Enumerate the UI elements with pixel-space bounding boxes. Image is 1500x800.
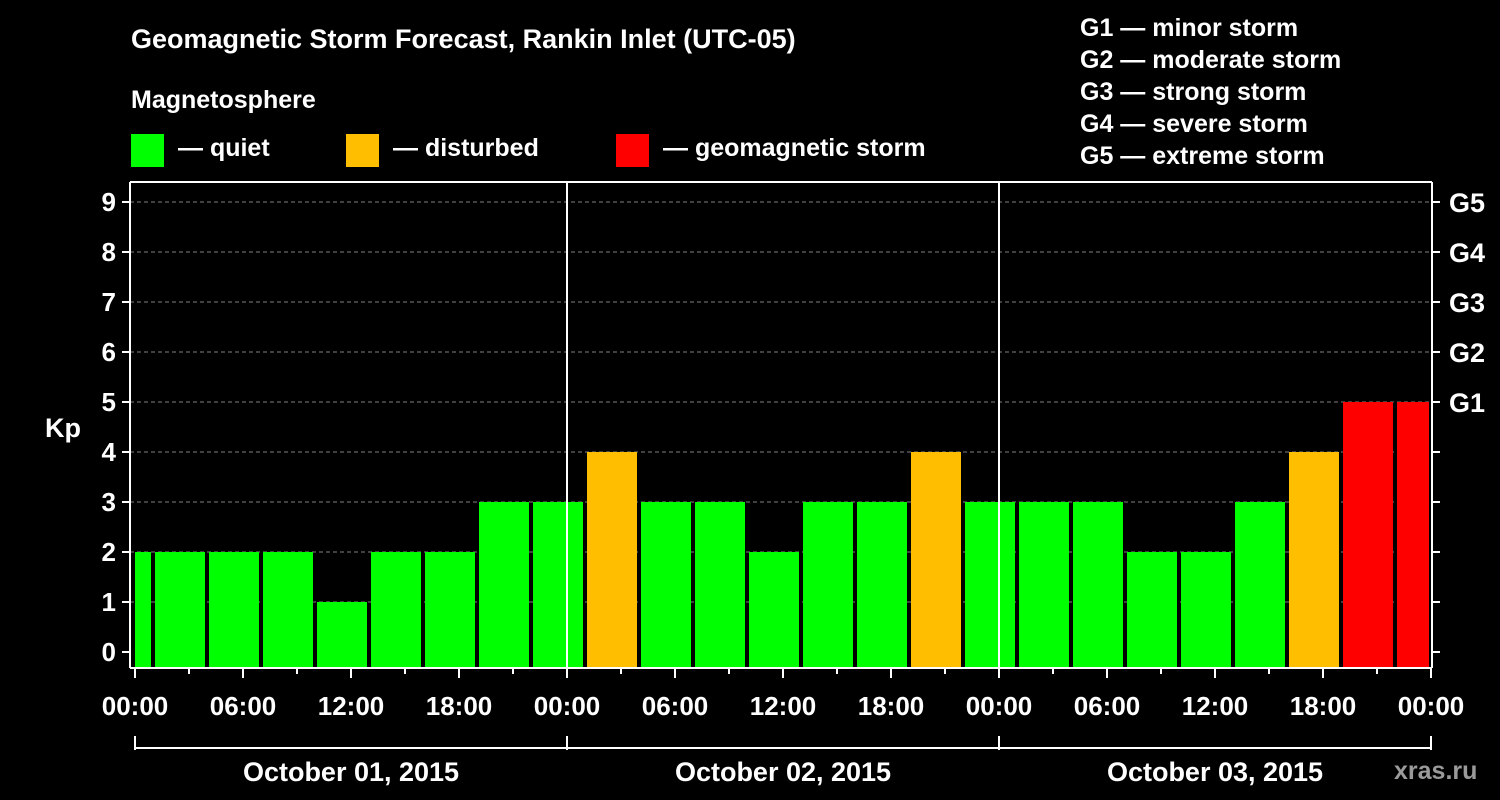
- bar-6: [425, 552, 475, 668]
- day-label-2: October 02, 2015: [675, 757, 891, 787]
- y-tick-label-5: 5: [102, 387, 116, 417]
- legend-label-disturbed: — disturbed: [393, 134, 539, 162]
- bar-1: [155, 552, 205, 668]
- right-tick-label-g2: G2: [1449, 338, 1485, 368]
- bar-12: [749, 552, 799, 668]
- bar-3: [263, 552, 313, 668]
- x-tick-label-3: 18:00: [426, 691, 493, 721]
- x-tick-label-4: 00:00: [534, 691, 601, 721]
- legend-swatch-storm: [616, 134, 649, 167]
- x-tick-label-7: 18:00: [858, 691, 925, 721]
- storm-scale-g1: G1 — minor storm: [1080, 14, 1299, 42]
- x-tick-label-2: 12:00: [318, 691, 385, 721]
- y-tick-label-1: 1: [102, 587, 116, 617]
- right-tick-labels: G1 G2 G3 G4 G5: [1449, 188, 1485, 418]
- right-tick-label-g5: G5: [1449, 188, 1485, 218]
- bars: [135, 402, 1429, 668]
- bar-10: [641, 502, 691, 668]
- x-tick-label-8: 00:00: [966, 691, 1033, 721]
- bar-23: [1343, 402, 1393, 668]
- bar-18: [1073, 502, 1123, 668]
- bar-22: [1289, 452, 1339, 668]
- bar-20: [1181, 552, 1231, 668]
- x-tick-label-9: 06:00: [1074, 691, 1141, 721]
- x-tick-label-0: 00:00: [102, 691, 169, 721]
- y-tick-label-4: 4: [102, 437, 117, 467]
- bar-0: [135, 552, 151, 668]
- storm-scale-g4: G4 — severe storm: [1080, 110, 1308, 138]
- x-tick-labels: 00:00 06:00 12:00 18:00 00:00 06:00 12:00 18:00…: [102, 691, 1465, 721]
- y-tick-label-0: 0: [102, 637, 116, 667]
- x-tick-label-10: 12:00: [1182, 691, 1249, 721]
- y-tick-labels: 0 1 2 3 4 5 6 7 8 9 Kp: [45, 187, 117, 667]
- bar-11: [695, 502, 745, 668]
- bar-19: [1127, 552, 1177, 668]
- right-tick-label-g3: G3: [1449, 288, 1485, 318]
- y-tick-label-2: 2: [102, 537, 116, 567]
- right-tick-label-g1: G1: [1449, 388, 1485, 418]
- chart-title: Geomagnetic Storm Forecast, Rankin Inlet…: [131, 24, 796, 54]
- x-tick-label-12: 00:00: [1398, 691, 1465, 721]
- watermark: xras.ru: [1394, 757, 1478, 785]
- bar-14: [857, 502, 907, 668]
- x-tick-label-6: 12:00: [750, 691, 817, 721]
- bar-4: [317, 602, 367, 668]
- y-axis-label: Kp: [45, 413, 81, 443]
- legend-label-quiet: — quiet: [178, 134, 270, 162]
- y-tick-label-3: 3: [102, 487, 116, 517]
- storm-scale-g5: G5 — extreme storm: [1080, 142, 1325, 170]
- bar-24: [1397, 402, 1429, 668]
- legend-label-storm: — geomagnetic storm: [663, 134, 926, 162]
- x-tick-label-11: 18:00: [1290, 691, 1357, 721]
- bar-15: [911, 452, 961, 668]
- y-tick-label-8: 8: [102, 237, 116, 267]
- legend-swatch-disturbed: [346, 134, 379, 167]
- legend-swatch-quiet: [131, 134, 164, 167]
- day-labels: October 01, 2015 October 02, 2015 October …: [243, 757, 1323, 787]
- bar-13: [803, 502, 853, 668]
- storm-scale-g2: G2 — moderate storm: [1080, 46, 1342, 74]
- right-tick-label-g4: G4: [1449, 238, 1485, 268]
- bar-5: [371, 552, 421, 668]
- axes: [122, 181, 1440, 750]
- x-tick-label-5: 06:00: [642, 691, 709, 721]
- storm-scale-g3: G3 — strong storm: [1080, 78, 1307, 106]
- magnetosphere-label: Magnetosphere: [131, 86, 316, 114]
- grid-lines: [130, 201, 1432, 603]
- y-tick-label-7: 7: [102, 287, 116, 317]
- bar-16: [965, 502, 1015, 668]
- day-label-1: October 01, 2015: [243, 757, 459, 787]
- y-tick-label-6: 6: [102, 337, 116, 367]
- bar-9: [587, 452, 637, 668]
- day-label-3: October 03, 2015: [1107, 757, 1323, 787]
- bar-8: [533, 502, 583, 668]
- bar-17: [1019, 502, 1069, 668]
- y-tick-label-9: 9: [102, 187, 116, 217]
- x-tick-label-1: 06:00: [210, 691, 277, 721]
- bar-21: [1235, 502, 1285, 668]
- bar-7: [479, 502, 529, 668]
- bar-2: [209, 552, 259, 668]
